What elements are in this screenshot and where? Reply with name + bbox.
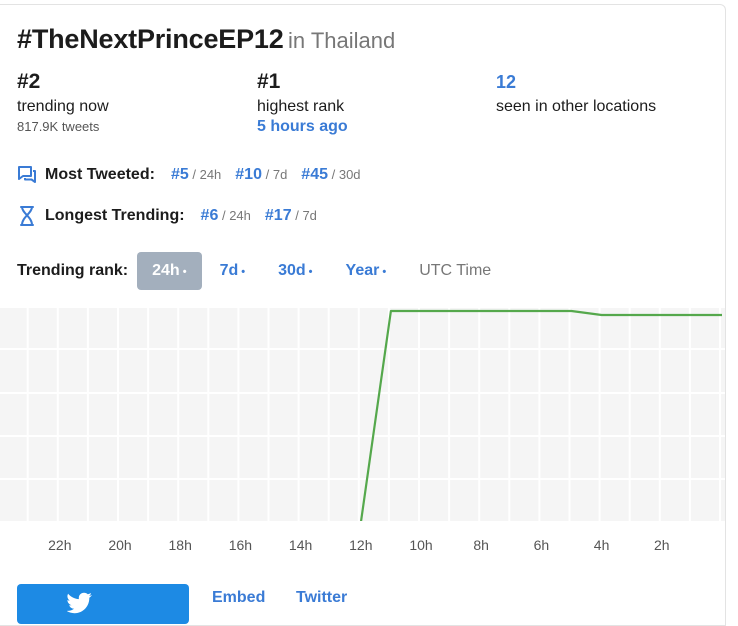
x-tick-label: 18h bbox=[168, 537, 192, 553]
locations-label: seen in other locations bbox=[496, 98, 657, 115]
tab-7d[interactable]: 7d • bbox=[219, 262, 246, 279]
utc-time-toggle[interactable]: UTC Time bbox=[419, 262, 492, 279]
chat-bubbles-icon bbox=[18, 166, 36, 183]
longest-trending-rank-link[interactable]: #6 / 24h bbox=[200, 207, 251, 224]
tab-year[interactable]: Year • bbox=[345, 262, 387, 279]
most-tweeted-rank-link[interactable]: #10 / 7d bbox=[235, 166, 288, 183]
x-tick-label: 2h bbox=[654, 537, 670, 553]
trend-chart-svg bbox=[0, 308, 725, 524]
trend-series-line bbox=[359, 309, 722, 524]
longest-trending-row: Longest Trending: #6 / 24h #17 / 7d bbox=[17, 204, 331, 228]
longest-trending-title: Longest Trending: bbox=[45, 207, 185, 224]
x-tick-label: 10h bbox=[409, 537, 433, 553]
x-tick-label: 20h bbox=[108, 537, 132, 553]
longest-trending-rank-link[interactable]: #17 / 7d bbox=[264, 207, 317, 224]
twitter-button[interactable] bbox=[17, 584, 189, 624]
page-title: #TheNextPrinceEP12 in Thailand bbox=[17, 24, 395, 55]
highest-rank: #1 bbox=[257, 70, 281, 93]
hourglass-icon bbox=[20, 206, 34, 226]
x-tick-label: 14h bbox=[288, 537, 313, 553]
trending-rank-label: Trending rank: bbox=[17, 262, 129, 279]
x-tick-label: 4h bbox=[593, 537, 610, 553]
tab-24h[interactable]: 24h • bbox=[137, 252, 202, 290]
current-rank: #2 bbox=[17, 70, 41, 93]
most-tweeted-rank-link[interactable]: #5 / 24h bbox=[170, 166, 222, 183]
trending-rank-tabs: Trending rank: 24h • 7d • 30d • Year • UTC T… bbox=[17, 252, 509, 290]
most-tweeted-rank-link[interactable]: #45 / 30d bbox=[301, 166, 361, 183]
highest-rank-label: highest rank bbox=[257, 98, 345, 115]
x-tick-label: 12h bbox=[349, 537, 373, 553]
location-label: in Thailand bbox=[288, 28, 396, 53]
tweet-count: 817.9K tweets bbox=[17, 119, 100, 134]
most-tweeted-row: Most Tweeted: #5 / 24h #10 / 7d #45 / 30… bbox=[17, 163, 375, 187]
trend-chart bbox=[0, 308, 725, 524]
most-tweeted-title: Most Tweeted: bbox=[45, 166, 155, 183]
current-rank-label: trending now bbox=[17, 98, 109, 115]
x-tick-label: 16h bbox=[228, 537, 253, 553]
x-tick-label: 22h bbox=[48, 537, 72, 553]
locations-count-link[interactable]: 12 bbox=[496, 72, 517, 92]
x-tick-label: 6h bbox=[533, 537, 550, 553]
embed-link[interactable]: Embed bbox=[212, 589, 266, 606]
stat-current: #2 trending now 817.9K tweets bbox=[17, 70, 109, 134]
hashtag-title: #TheNextPrinceEP12 bbox=[17, 24, 284, 54]
stat-highest: #1 highest rank 5 hours ago bbox=[257, 70, 348, 136]
x-tick-label: 8h bbox=[473, 537, 489, 553]
tab-30d[interactable]: 30d • bbox=[278, 262, 313, 279]
twitter-link[interactable]: Twitter bbox=[296, 589, 348, 606]
stat-locations: 12 seen in other locations bbox=[496, 70, 656, 117]
highest-rank-time-link[interactable]: 5 hours ago bbox=[257, 118, 348, 135]
twitter-bird-icon bbox=[67, 592, 92, 614]
